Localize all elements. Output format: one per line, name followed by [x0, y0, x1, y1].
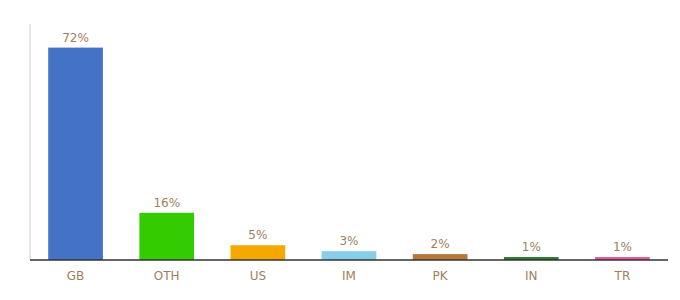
x-tick-label: US — [250, 269, 266, 283]
x-axis-line — [30, 259, 668, 261]
bar — [139, 213, 194, 260]
bar — [231, 245, 286, 260]
x-tick-label: GB — [67, 269, 85, 283]
data-label: 5% — [248, 228, 267, 242]
data-label: 72% — [62, 31, 89, 45]
bar — [322, 251, 377, 260]
bars — [48, 48, 650, 260]
data-label: 3% — [339, 234, 358, 248]
x-tick-label: PK — [433, 269, 449, 283]
bar — [48, 48, 103, 260]
data-label: 1% — [613, 240, 632, 254]
chart: GB OTH US IM PK IN TR 72% 16% 5% 3% 2% 1% 1% — [0, 0, 680, 300]
x-tick-label: IN — [525, 269, 538, 283]
chart-container: GB OTH US IM PK IN TR 72% 16% 5% 3% 2% 1% 1% — [0, 0, 680, 300]
x-tick-label: OTH — [154, 269, 180, 283]
y-axis-line — [30, 24, 31, 260]
bar — [413, 254, 468, 260]
x-tick-label: TR — [614, 269, 631, 283]
data-label: 2% — [431, 237, 450, 251]
x-tick-label: IM — [342, 269, 356, 283]
data-label: 1% — [522, 240, 541, 254]
data-label: 16% — [153, 196, 180, 210]
